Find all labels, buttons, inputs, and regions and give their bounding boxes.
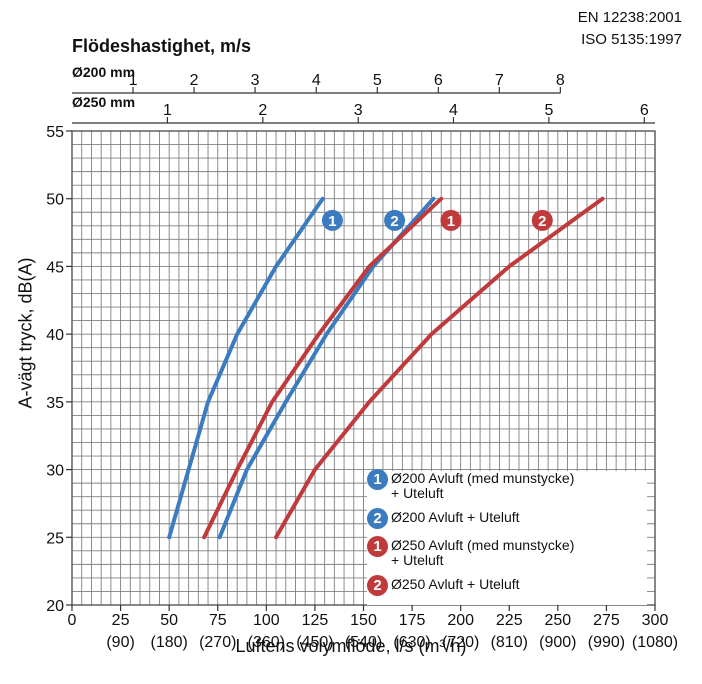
series-badge-blue-1 (321, 209, 343, 231)
series-badge-label: 1 (328, 213, 336, 230)
x-tick-label: 100 (253, 612, 280, 629)
legend-badge-blue-2: 2 (367, 508, 388, 529)
x-tick-label-m3h: (90) (106, 634, 134, 651)
series-badge-label: 2 (390, 213, 398, 230)
top-scale-tick-label: 1 (163, 102, 172, 119)
y-tick-label: 50 (46, 192, 64, 209)
y-tick-label: 40 (46, 327, 64, 344)
y-tick-label: 45 (46, 259, 64, 276)
x-tick-label-m3h: (270) (199, 634, 236, 651)
x-tick-label: 0 (68, 612, 77, 629)
x-tick-label-m3h: (630) (393, 634, 430, 651)
legend-item: 2 Ø200 Avluft + Uteluft (367, 508, 647, 529)
x-axis-label: Luftens volymflöde, l/s (m³/h) (235, 636, 467, 656)
x-tick-label-m3h: (810) (491, 634, 528, 651)
x-tick-label: 275 (593, 612, 620, 629)
top-scale-tick-label: 4 (312, 72, 321, 89)
top-scale-tick-label: 5 (373, 72, 382, 89)
top-scale-tick-label: 6 (434, 72, 443, 89)
top-scale-tick-label: 8 (556, 72, 565, 89)
legend-line1: Ø250 Avluft (med munstycke) (391, 537, 575, 553)
x-tick-label-m3h: (450) (296, 634, 333, 651)
x-tick-label-m3h: (900) (539, 634, 576, 651)
x-tick-label: 75 (209, 612, 227, 629)
legend-line2: + Uteluft (391, 552, 444, 568)
y-tick-label: 30 (46, 463, 64, 480)
legend-item: 1 Ø250 Avluft (med munstycke) + Uteluft (367, 536, 647, 568)
x-tick-label: 200 (447, 612, 474, 629)
legend-text: Ø200 Avluft (med munstycke) + Uteluft (391, 471, 574, 501)
legend-item: 1 Ø200 Avluft (med munstycke) + Uteluft (367, 469, 647, 501)
x-tick-label-m3h: (720) (442, 634, 479, 651)
x-tick-label-m3h: (990) (588, 634, 625, 651)
legend-item: 2 Ø250 Avluft + Uteluft (367, 575, 647, 596)
series-line-red-1 (202, 196, 444, 540)
series-badge-label: 1 (447, 213, 455, 230)
y-tick-label: 35 (46, 395, 64, 412)
y-axis-label: A-vägt tryck, dB(A) (15, 257, 36, 409)
legend-line1: Ø200 Avluft (med munstycke) (391, 470, 575, 486)
top-scale-tick-label: 2 (258, 102, 267, 119)
y-tick-label: 55 (46, 124, 64, 141)
scale-200-label: Ø200 mm (72, 64, 136, 80)
top-scale-tick-label: 3 (354, 102, 363, 119)
top-scale-tick-label: 2 (190, 72, 199, 89)
y-tick-label: 20 (46, 598, 64, 615)
top-scale-tick-label: 3 (251, 72, 260, 89)
y-tick-label: 25 (46, 530, 64, 547)
legend-badge-red-1: 1 (367, 536, 388, 557)
legend: 1 Ø200 Avluft (med munstycke) + Uteluft … (367, 469, 647, 605)
legend-text: Ø250 Avluft (med munstycke) + Uteluft (391, 538, 574, 568)
x-tick-label: 125 (302, 612, 329, 629)
legend-line2: + Uteluft (391, 485, 444, 501)
top-scale-tick-label: 6 (640, 102, 649, 119)
series-badge-red-2 (531, 209, 553, 231)
series-line-red-2 (274, 196, 605, 540)
top-scale-tick-label: 7 (495, 72, 504, 89)
legend-badge-blue-1: 1 (367, 469, 388, 490)
legend-text: Ø250 Avluft + Uteluft (391, 576, 520, 592)
standard-iso: ISO 5135:1997 (581, 31, 682, 48)
x-tick-label: 150 (350, 612, 377, 629)
x-tick-label-m3h: (360) (248, 634, 285, 651)
scale-250-label: Ø250 mm (72, 94, 136, 110)
x-tick-label-m3h: (1080) (632, 634, 678, 651)
top-scale-tick-label: 1 (129, 72, 138, 89)
x-tick-label: 300 (642, 612, 669, 629)
x-tick-label-m3h: (180) (150, 634, 187, 651)
standard-en: EN 12238:2001 (577, 9, 682, 26)
x-tick-label: 25 (112, 612, 130, 629)
series-badge-label: 2 (538, 213, 546, 230)
series-badge-blue-2 (384, 209, 406, 231)
legend-badge-red-2: 2 (367, 575, 388, 596)
series-line-blue-1 (167, 196, 325, 540)
series-badge-red-1 (440, 209, 462, 231)
top-axis-title: Flödeshastighet, m/s (72, 36, 252, 56)
top-scale-tick-label: 5 (544, 102, 553, 119)
top-scale-tick-label: 4 (449, 102, 458, 119)
x-tick-label: 50 (160, 612, 178, 629)
x-tick-label: 225 (496, 612, 523, 629)
x-tick-label: 250 (544, 612, 571, 629)
x-tick-label-m3h: (540) (345, 634, 382, 651)
legend-text: Ø200 Avluft + Uteluft (391, 509, 520, 525)
x-tick-label: 175 (399, 612, 426, 629)
